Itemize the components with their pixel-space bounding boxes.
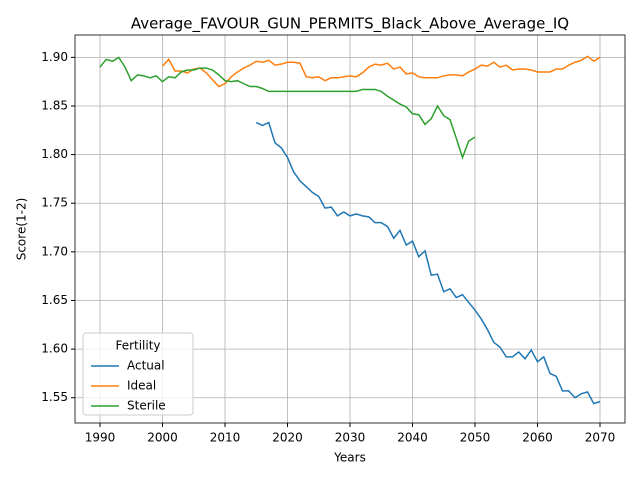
x-axis-label: Years [333, 451, 366, 465]
series-line [161, 55, 601, 88]
legend-title: Fertility [115, 339, 160, 353]
y-tick-label: 1.60 [41, 342, 68, 356]
x-tick-label: 2020 [272, 431, 303, 445]
x-tick-label: 2010 [210, 431, 241, 445]
legend-label: Actual [127, 359, 165, 373]
series-line [255, 121, 601, 405]
legend-label: Ideal [127, 379, 156, 393]
x-tick-label: 2070 [585, 431, 616, 445]
y-tick-label: 1.85 [41, 98, 68, 112]
legend-label: Sterile [127, 399, 166, 413]
y-tick-label: 1.55 [41, 390, 68, 404]
series-line [99, 56, 476, 160]
y-tick-label: 1.65 [41, 293, 68, 307]
y-tick-label: 1.90 [41, 50, 68, 64]
x-tick-label: 2040 [397, 431, 428, 445]
y-tick-label: 1.75 [41, 196, 68, 210]
x-tick-label: 2060 [522, 431, 553, 445]
chart-title: Average_FAVOUR_GUN_PERMITS_Black_Above_A… [131, 15, 569, 34]
y-tick-label: 1.70 [41, 244, 68, 258]
x-tick-label: 1990 [85, 431, 116, 445]
x-tick-label: 2030 [335, 431, 366, 445]
y-axis-label: Score(1-2) [15, 198, 29, 261]
y-tick-label: 1.80 [41, 147, 68, 161]
x-tick-label: 2050 [460, 431, 491, 445]
legend-box [82, 332, 194, 416]
x-tick-label: 2000 [147, 431, 178, 445]
plot-frame [74, 34, 626, 424]
legend: Fertility Actual Ideal Sterile [82, 332, 194, 416]
